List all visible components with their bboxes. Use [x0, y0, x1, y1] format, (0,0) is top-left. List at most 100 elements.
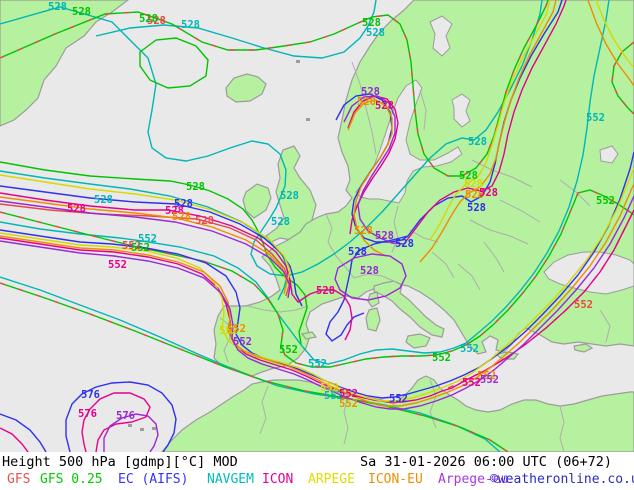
contour-label-528: 528 — [165, 205, 184, 217]
contour-label-552: 552 — [131, 242, 150, 254]
contour-label-552: 552 — [339, 388, 358, 400]
landmass-cyprus — [573, 343, 594, 353]
contour-gfs-552s-dash — [0, 282, 509, 452]
contour-label-528: 528 — [195, 215, 214, 227]
contour-label-552: 552 — [233, 336, 252, 348]
contour-arpege-ne-arc — [595, 0, 634, 69]
contour-label-552: 552 — [279, 344, 298, 356]
contour-navgem-528-atlantic — [0, 0, 543, 277]
country-border — [259, 385, 269, 435]
contour-label-528: 528 — [271, 216, 290, 228]
water-lake-ne — [599, 145, 619, 164]
contour-label-528: 528 — [479, 187, 498, 199]
landmass-balearic — [300, 331, 318, 340]
contour-label-552: 552 — [320, 382, 339, 394]
legend-model-icon: ICON — [262, 472, 294, 487]
contour-ec-552 — [0, 151, 634, 399]
contour-label-552: 552 — [432, 352, 451, 364]
copyright-link[interactable]: ©weatheronline.co.uk — [490, 472, 634, 487]
contour-label-552: 552 — [108, 259, 127, 271]
legend-model-navgem: NAVGEM — [207, 472, 254, 487]
country-border — [391, 205, 399, 253]
country-border — [431, 251, 455, 279]
contour-label-552: 552 — [462, 377, 481, 389]
contour-ec-528-balkans — [325, 235, 409, 342]
contour-navgem-528-norway — [95, 0, 377, 59]
contour-label-552: 552 — [460, 343, 479, 355]
contour-label-528: 528 — [465, 189, 484, 201]
country-border — [419, 89, 427, 131]
water-lake-ladoga — [451, 93, 471, 128]
contour-label-552: 552 — [219, 325, 238, 337]
landmass-sicily — [405, 333, 431, 349]
country-border — [343, 395, 349, 445]
contour-icon-528-bundle — [0, 192, 353, 341]
country-border — [499, 199, 541, 223]
contour-label-528: 528 — [362, 17, 381, 29]
contour-label-552: 552 — [122, 240, 141, 252]
contour-label-528: 528 — [464, 178, 483, 190]
contour-gfs-528-dash — [0, 0, 549, 177]
country-border — [409, 229, 439, 243]
country-border — [219, 317, 231, 363]
country-border — [559, 179, 591, 207]
country-border — [325, 213, 355, 279]
country-border — [457, 263, 481, 291]
contour-label-528: 528 — [181, 19, 200, 31]
contour-ec-528-bundle — [0, 185, 303, 307]
contour-label-576: 576 — [78, 408, 97, 420]
contour-label-528: 528 — [316, 285, 335, 297]
country-border — [469, 219, 529, 245]
contour-label-528: 528 — [354, 225, 373, 237]
contour-icon-528-trough — [403, 0, 567, 245]
minor-island — [140, 428, 144, 431]
contour-label-528: 528 — [467, 202, 486, 214]
contour-label-552: 552 — [586, 112, 605, 124]
legend-model-arpege-eu: Arpege-eu — [438, 472, 509, 487]
minor-island — [152, 427, 156, 430]
contour-arpegeeu-528-balkan-loop — [334, 253, 407, 301]
contour-gfs025-528-bundle — [0, 161, 308, 345]
contour-label-552: 552 — [389, 393, 408, 405]
country-border — [351, 61, 377, 155]
contour-iconeu-552 — [0, 183, 634, 407]
status-bar: Height 500 hPa [gdmp][°C] MOD Sa 31-01-2… — [0, 452, 634, 490]
map-canvas: 528 528 528 528 528 528 528 528 528 528 528 552 552 5… — [0, 0, 634, 452]
contour-label-528: 528 — [361, 86, 380, 98]
minor-island — [128, 424, 132, 427]
contour-iconeu-ne-arc — [587, 0, 634, 87]
contour-label-552: 552 — [339, 398, 358, 410]
contour-label-576: 576 — [116, 410, 135, 422]
map-title: Height 500 hPa [gdmp][°C] MOD — [2, 454, 238, 470]
contour-label-528: 528 — [459, 170, 478, 182]
contour-label-552: 552 — [324, 390, 343, 402]
water-white-sea — [429, 15, 453, 57]
legend-model-arpege: ARPEGE — [308, 472, 355, 487]
landmass-ireland — [242, 183, 272, 219]
contour-label-528: 528 — [139, 13, 158, 25]
contour-label-528: 528 — [348, 246, 367, 258]
contour-iconeu-528-trough — [419, 0, 557, 263]
contour-label-528: 528 — [280, 190, 299, 202]
contour-iconeu-528-norway — [347, 99, 393, 257]
country-border — [559, 405, 565, 452]
contour-label-528: 528 — [174, 198, 193, 210]
legend-model-gfs-0-25: GFS 0.25 — [40, 472, 103, 487]
contour-label-552: 552 — [596, 195, 615, 207]
water-baltic-sea — [355, 79, 463, 204]
landmass-greenland — [0, 0, 129, 127]
contour-arpegeeu-552 — [0, 195, 634, 410]
contour-label-528: 528 — [67, 203, 86, 215]
country-border — [483, 241, 505, 273]
contour-label-528: 528 — [72, 6, 91, 18]
contour-label-528: 528 — [172, 211, 191, 223]
map-datetime: Sa 31-01-2026 06:00 UTC (06+72) — [360, 454, 612, 470]
contour-label-552: 552 — [574, 299, 593, 311]
country-border — [247, 305, 309, 313]
contour-label-528: 528 — [94, 194, 113, 206]
contour-arpege-528-trough — [429, 0, 551, 241]
legend-model-gfs: GFS — [7, 472, 31, 487]
contour-arpegeeu-576 — [103, 413, 159, 452]
